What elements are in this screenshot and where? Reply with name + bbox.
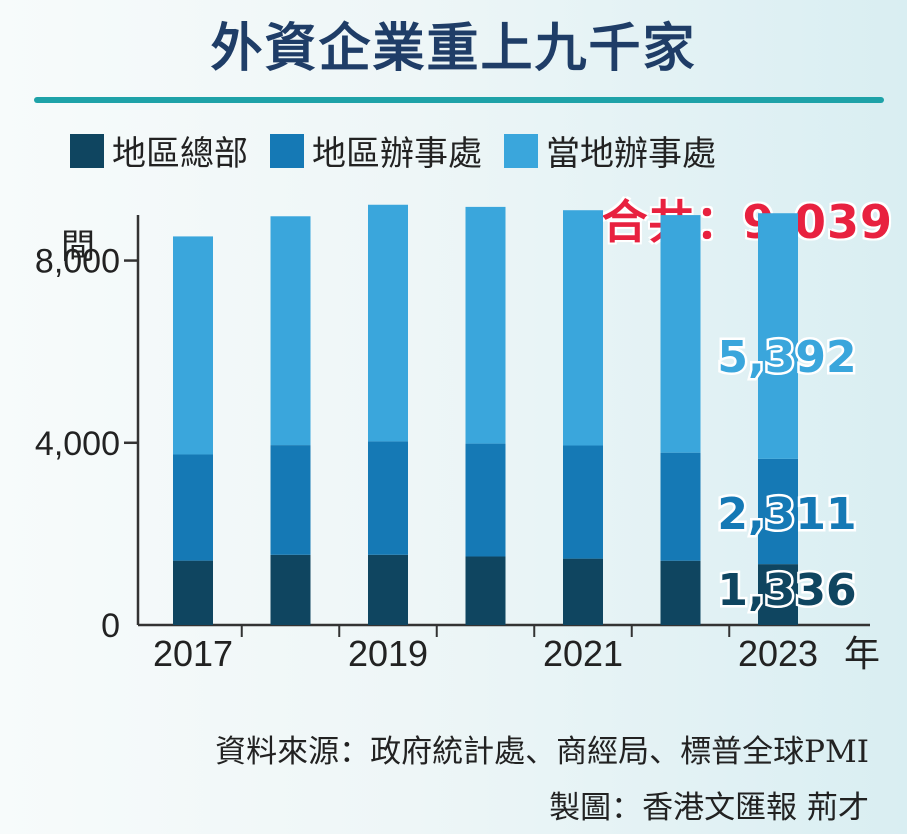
x-axis-unit-label: 年 (844, 634, 880, 675)
x-tick-label: 2017 (153, 633, 233, 674)
y-tick-label: 4,000 (35, 425, 120, 463)
bar-segment-2017-2 (173, 236, 213, 455)
total-annotation: 合共：9,039 (601, 195, 893, 249)
bar-segment-2020-0 (465, 556, 506, 625)
bar-segment-2017-0 (173, 560, 213, 625)
bar-segment-2022-0 (660, 560, 701, 625)
legend-item-hq: 地區總部 (70, 126, 248, 175)
credit-note: 製圖：香港文匯報 荊才 (549, 790, 869, 826)
bar-segment-2022-1 (660, 452, 701, 561)
legend-swatch-regional (270, 133, 304, 168)
y-tick-label: 0 (101, 607, 120, 645)
bar-segment-2017-1 (173, 454, 213, 561)
legend: 地區總部 地區辦事處 當地辦事處 (70, 126, 716, 175)
bar-segment-2020-1 (465, 443, 506, 557)
y-axis-unit-label: 間 (61, 227, 95, 267)
bar-segment-2018-2 (270, 216, 311, 446)
bar-segment-2022-2 (660, 215, 701, 453)
legend-swatch-local (504, 133, 538, 168)
legend-label-hq: 地區總部 (112, 134, 248, 174)
legend-swatch-hq (70, 133, 104, 168)
bar-segment-2019-1 (368, 441, 408, 555)
legend-label-local: 當地辦事處 (546, 134, 716, 174)
x-tick-label: 2021 (543, 633, 623, 674)
y-tick-label: 8,000 (35, 243, 120, 281)
legend-item-regional: 地區辦事處 (270, 126, 482, 175)
x-tick-label: 2019 (348, 633, 428, 674)
x-tick-label: 2023 (738, 633, 818, 674)
bar-segment-2019-0 (368, 554, 408, 625)
bar-segment-2021-0 (563, 558, 603, 625)
source-note: 資料來源：政府統計處、商經局、標普全球PMI (215, 734, 869, 770)
bar-segment-2023-2 (758, 213, 798, 459)
bar-segment-2023-1 (758, 458, 798, 565)
data-label-1: 2,311 (717, 489, 856, 540)
legend-label-regional: 地區辦事處 (312, 134, 482, 174)
bar-segment-2020-2 (465, 206, 506, 444)
bar-segment-2023-0 (758, 564, 798, 625)
data-label-2: 5,392 (717, 332, 856, 383)
bar-segment-2021-1 (563, 445, 603, 559)
chart-title: 外資企業重上九千家 (210, 18, 697, 79)
data-label-0: 1,336 (717, 565, 856, 616)
bar-segment-2018-0 (270, 554, 311, 625)
bar-segment-2018-1 (270, 445, 311, 555)
bar-segment-2021-2 (563, 210, 603, 446)
legend-item-local: 當地辦事處 (504, 126, 716, 175)
bar-segment-2019-2 (368, 204, 408, 442)
title-divider (34, 97, 884, 103)
